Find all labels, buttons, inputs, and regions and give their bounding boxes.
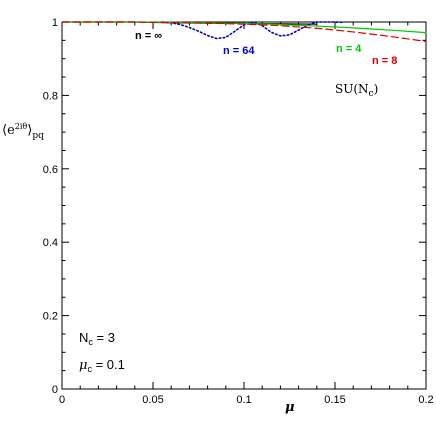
y-tick-label: 0.2 xyxy=(43,311,58,323)
x-tick-label: 0.15 xyxy=(324,394,345,406)
y-tick-label: 0.4 xyxy=(43,237,58,249)
x-axis-title: μ xyxy=(285,400,295,415)
label-su-nc: SU(Nc) xyxy=(335,82,378,99)
y-tick-label: 0.8 xyxy=(43,90,58,102)
x-tick-label: 0 xyxy=(59,394,65,406)
label-n-8: n = 8 xyxy=(372,55,397,67)
series-line-2 xyxy=(61,21,427,34)
series-layer xyxy=(61,21,427,43)
plot-frame xyxy=(61,21,427,390)
axes: 0 0.05 0.1 0.15 0.2 0 0.2 0.4 0.6 0.8 1 xyxy=(43,17,434,406)
x-tick-label: 0.1 xyxy=(236,394,251,406)
x-tick-label: 0.2 xyxy=(418,394,433,406)
y-tick-label: 0.6 xyxy=(43,164,58,176)
series-line-1 xyxy=(161,21,345,40)
label-n-64: n = 64 xyxy=(223,45,255,57)
label-n-4: n = 4 xyxy=(336,43,362,55)
label-n-infinity: n = ∞ xyxy=(135,30,162,42)
y-axis-title: ⟨e2iθ⟩pq xyxy=(2,122,44,141)
label-muc-value: μc = 0.1 xyxy=(79,357,125,374)
label-nc-value: Nc = 3 xyxy=(79,330,115,347)
y-tick-label: 1 xyxy=(52,17,58,29)
y-tick-label: 0 xyxy=(52,384,58,396)
x-tick-label: 0.05 xyxy=(142,394,163,406)
annotation-layer: n = ∞ n = 64 n = 4 n = 8 SU(Nc) Nc = 3 μ… xyxy=(2,30,397,415)
